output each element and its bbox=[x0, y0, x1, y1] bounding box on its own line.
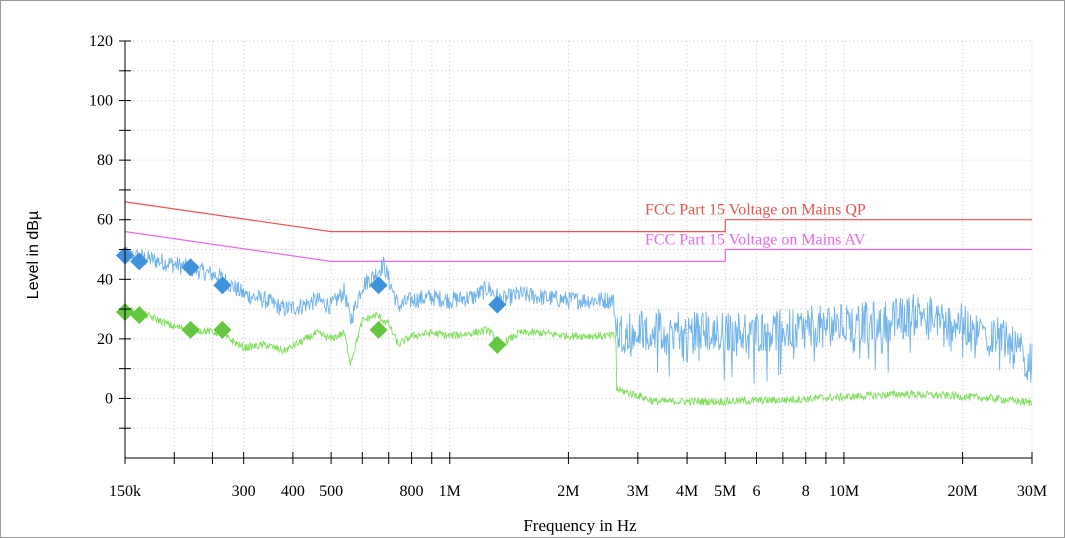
y-tick-label: 40 bbox=[97, 271, 113, 288]
y-tick-label: 0 bbox=[105, 390, 113, 407]
av-marker bbox=[488, 335, 507, 354]
x-tick-label: 300 bbox=[232, 483, 256, 500]
limit-line bbox=[124, 201, 1032, 233]
measurement-traces bbox=[124, 246, 1033, 407]
x-tick-label: 30M bbox=[1017, 483, 1047, 500]
measurement-trace bbox=[124, 246, 1033, 385]
axes: 0 20 40 60 80 100 120 150k 300 400 500 800 1M 2M 3M 4M 5… bbox=[89, 33, 1047, 500]
x-tick-label: 500 bbox=[319, 483, 343, 500]
qp-marker bbox=[130, 252, 149, 271]
qp-marker bbox=[488, 295, 507, 314]
av-marker bbox=[369, 320, 388, 339]
y-tick-label: 100 bbox=[89, 93, 113, 110]
x-tick-label: 800 bbox=[400, 483, 424, 500]
qp-marker bbox=[213, 276, 232, 295]
y-tick-label: 60 bbox=[97, 212, 113, 229]
x-tick-label: 4M bbox=[676, 483, 698, 500]
limit-line bbox=[124, 231, 1032, 262]
qp-marker bbox=[181, 258, 200, 277]
av-marker bbox=[181, 320, 200, 339]
x-tick-label: 10M bbox=[829, 483, 859, 500]
av-marker bbox=[213, 320, 232, 339]
limit-label: FCC Part 15 Voltage on Mains QP bbox=[645, 202, 866, 219]
x-tick-label: 2M bbox=[557, 483, 579, 500]
y-tick-label: 80 bbox=[97, 152, 113, 169]
x-tick-label: 3M bbox=[627, 483, 649, 500]
y-tick-label: 20 bbox=[97, 331, 113, 348]
x-tick-label: 400 bbox=[281, 483, 305, 500]
y-axis-title: Level in dBµ bbox=[25, 211, 42, 299]
x-tick-label: 1M bbox=[439, 483, 461, 500]
measurement-markers bbox=[116, 246, 507, 354]
qp-marker bbox=[369, 276, 388, 295]
limit-label: FCC Part 15 Voltage on Mains AV bbox=[645, 232, 866, 249]
x-tick-label: 5M bbox=[714, 483, 736, 500]
av-marker bbox=[130, 306, 149, 325]
limit-lines: FCC Part 15 Voltage on Mains QP FCC Part … bbox=[124, 201, 1032, 262]
x-tick-label: 20M bbox=[947, 483, 977, 500]
y-tick-label: 120 bbox=[89, 33, 113, 50]
x-tick-label: 6 bbox=[752, 483, 760, 500]
x-tick-label: 8 bbox=[802, 483, 810, 500]
x-axis-title: Frequency in Hz bbox=[523, 516, 637, 535]
x-tick-label: 150k bbox=[109, 483, 141, 500]
measurement-trace bbox=[124, 304, 1033, 407]
